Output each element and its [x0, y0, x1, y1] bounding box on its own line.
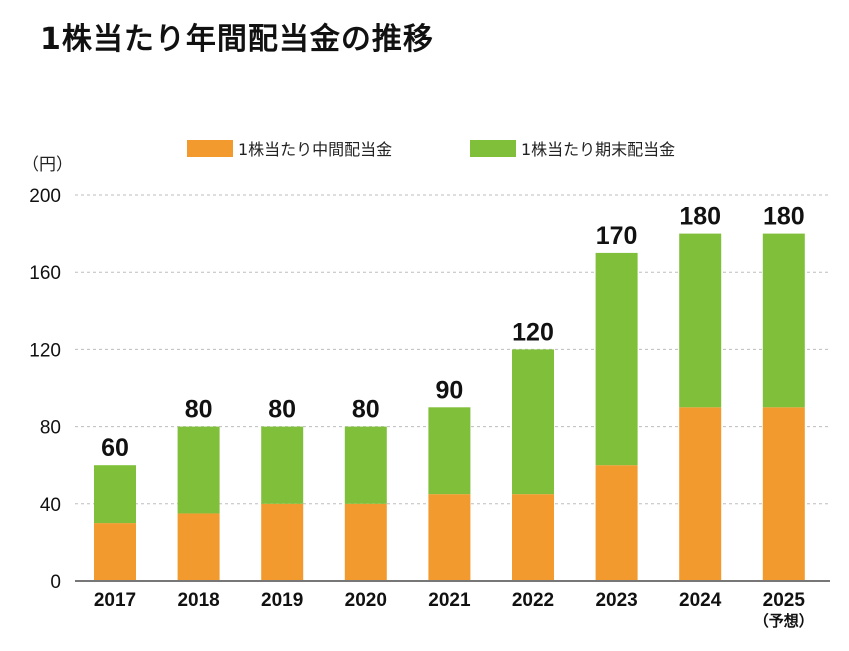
bar-segment-year-end	[94, 465, 136, 524]
legend-label: 1株当たり中間配当金	[238, 140, 392, 159]
bar-segment-year-end	[595, 252, 638, 466]
x-tick-label: 2025	[763, 590, 806, 611]
y-tick-label: 80	[40, 418, 61, 439]
total-label: 180	[763, 203, 805, 231]
legend-swatch	[187, 140, 233, 157]
bar-segment-year-end	[762, 233, 805, 408]
x-tick-label: 2018	[177, 590, 219, 611]
total-label: 180	[679, 203, 721, 231]
legend-swatch	[470, 140, 516, 157]
x-tick-label: 2020	[345, 590, 387, 611]
total-labels: 60 80 80 80 90 120 170 180 180	[101, 203, 805, 463]
bar-segment-year-end	[261, 426, 304, 504]
bar-segment-year-end	[177, 426, 220, 514]
bar-segment-interim	[177, 513, 220, 581]
y-tick-label: 160	[29, 263, 61, 284]
bar-segment-interim	[679, 407, 722, 581]
bars	[94, 233, 805, 581]
x-axis-labels: 2017 2018 2019 2020 2021 2022 2023 2024 2025（予想）	[94, 590, 814, 630]
bar-segment-year-end	[428, 407, 471, 495]
y-tick-label: 40	[40, 495, 61, 516]
y-axis-unit-label: （円）	[22, 155, 73, 175]
legend: 1株当たり中間配当金 1株当たり期末配当金	[187, 140, 675, 159]
total-label: 80	[352, 396, 380, 424]
total-label: 80	[185, 396, 213, 424]
x-tick-label: 2023	[595, 590, 637, 611]
x-tick-sublabel: （予想）	[754, 612, 814, 630]
bar-segment-year-end	[344, 426, 387, 504]
total-label: 120	[512, 318, 554, 346]
bar-segment-year-end	[512, 349, 554, 495]
total-label: 90	[435, 376, 463, 404]
y-axis-ticks: 0 40 80 120 160 200	[29, 186, 61, 593]
y-tick-label: 200	[29, 186, 61, 207]
legend-label: 1株当たり期末配当金	[521, 140, 675, 159]
total-label: 80	[268, 396, 296, 424]
bar-segment-interim	[512, 494, 554, 581]
x-tick-label: 2024	[679, 590, 722, 611]
x-tick-label: 2022	[512, 590, 554, 611]
bar-segment-interim	[428, 494, 471, 581]
x-tick-label: 2021	[428, 590, 471, 611]
bar-segment-year-end	[679, 233, 722, 408]
total-label: 170	[596, 222, 638, 250]
bar-segment-interim	[94, 523, 136, 581]
bar-segment-interim	[762, 407, 805, 581]
y-tick-label: 120	[29, 340, 61, 361]
bar-segment-interim	[344, 503, 387, 581]
chart-title: 1株当たり年間配当金の推移	[40, 22, 434, 57]
bar-segment-interim	[261, 503, 304, 581]
bar-segment-interim	[595, 465, 638, 581]
x-tick-label: 2019	[261, 590, 303, 611]
total-label: 60	[101, 434, 129, 462]
y-tick-label: 0	[50, 572, 61, 593]
x-tick-label: 2017	[94, 590, 136, 611]
